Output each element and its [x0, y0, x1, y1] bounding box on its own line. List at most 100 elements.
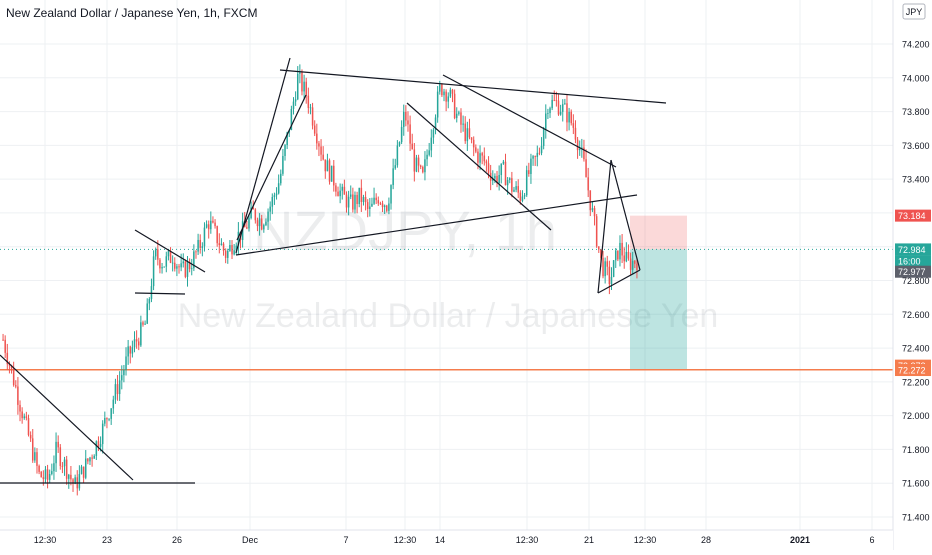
price-tag [895, 364, 931, 377]
candle [303, 81, 305, 92]
candle [402, 111, 405, 127]
candle [487, 163, 490, 173]
candle [210, 220, 212, 230]
candle [600, 249, 602, 258]
trendline[interactable] [235, 194, 638, 256]
candle [36, 452, 38, 466]
candle [468, 128, 471, 138]
candle [419, 165, 422, 167]
x-tick-label: 26 [172, 535, 182, 545]
price-tag-label: 16:00 [898, 257, 921, 267]
candle [23, 416, 26, 419]
candle [12, 368, 15, 386]
candle [205, 224, 208, 228]
trendline[interactable] [597, 269, 641, 294]
candle [362, 196, 365, 202]
candle [566, 103, 568, 123]
candle [193, 251, 195, 269]
candle [296, 73, 299, 100]
candle [74, 477, 76, 484]
candle [564, 103, 566, 105]
candle [417, 157, 420, 166]
trendline[interactable] [406, 102, 552, 231]
candle [292, 101, 295, 109]
candle [237, 231, 240, 246]
candle [508, 178, 511, 181]
candle [379, 203, 382, 205]
candle [371, 203, 373, 207]
candle [547, 113, 549, 114]
candle [591, 208, 594, 211]
candle [101, 423, 104, 445]
candle [218, 243, 221, 246]
candle [555, 100, 558, 102]
candle [110, 408, 112, 419]
y-tick-label: 74.000 [902, 73, 930, 83]
currency-badge[interactable] [902, 3, 926, 20]
candle [424, 159, 426, 173]
x-tick-label: 12:30 [34, 535, 57, 545]
trendline[interactable] [134, 292, 186, 295]
candle [324, 159, 327, 172]
candle [634, 260, 636, 264]
time-axis[interactable] [0, 530, 893, 550]
candle [68, 474, 70, 479]
y-tick-label: 71.400 [902, 513, 930, 523]
candle [415, 157, 418, 172]
candle [330, 165, 333, 182]
candle [163, 266, 165, 268]
candle [343, 186, 346, 195]
trendline[interactable] [235, 57, 291, 254]
candle [40, 471, 42, 478]
candle [574, 127, 577, 140]
trendline[interactable] [442, 74, 617, 168]
candle [540, 145, 543, 153]
candle [106, 418, 108, 420]
candle [277, 183, 280, 194]
take-profit-zone[interactable] [630, 249, 687, 370]
candle [61, 466, 64, 467]
candle [462, 123, 464, 125]
candle [345, 194, 348, 208]
candle [500, 163, 503, 175]
stop-loss-zone[interactable] [630, 215, 687, 250]
price-tag-label: 72.272 [898, 366, 926, 376]
candle [248, 217, 250, 229]
candle [140, 322, 142, 346]
candle [627, 251, 630, 259]
trendline[interactable] [134, 229, 206, 273]
candle [598, 246, 600, 250]
candle [280, 173, 282, 184]
candle [174, 262, 176, 269]
candle [150, 286, 153, 299]
trendline[interactable] [279, 69, 667, 104]
candle [485, 161, 488, 164]
candle [123, 370, 125, 376]
trendline[interactable] [610, 159, 641, 271]
candle [199, 239, 201, 248]
price-tag [895, 265, 931, 278]
candle [538, 152, 541, 154]
candle [496, 175, 498, 184]
candle [610, 276, 613, 285]
y-tick-label: 73.800 [902, 107, 930, 117]
candle [231, 245, 233, 255]
price-tag [895, 209, 931, 222]
trendline[interactable] [0, 354, 134, 481]
candle [82, 466, 85, 478]
candle [135, 339, 138, 342]
y-tick-label: 71.600 [902, 479, 930, 489]
candle [629, 258, 632, 270]
candle [631, 260, 634, 270]
candle [572, 123, 575, 128]
candle [152, 256, 155, 287]
candle [443, 91, 445, 96]
trendline[interactable] [236, 94, 307, 241]
candle [428, 150, 430, 155]
candle [388, 203, 390, 211]
candle [146, 303, 148, 324]
candle [216, 226, 218, 244]
trendline[interactable] [597, 159, 612, 294]
